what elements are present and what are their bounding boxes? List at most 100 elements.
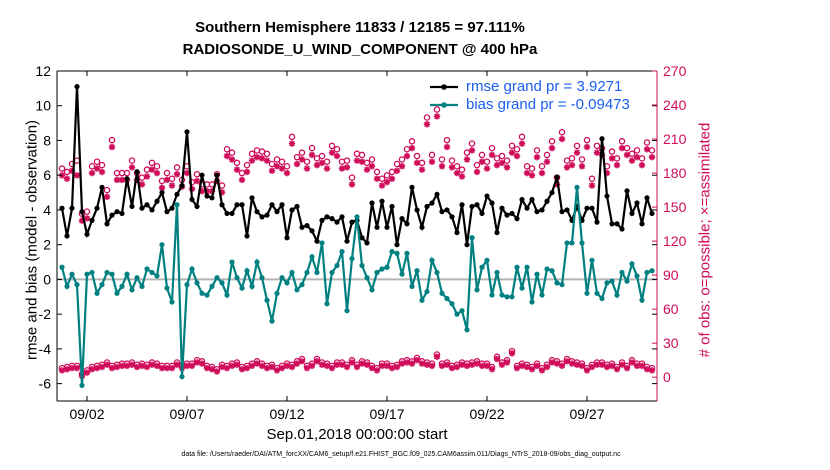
obs-assimilated-marker bbox=[83, 369, 91, 376]
bias-point bbox=[624, 278, 630, 284]
obs-assimilated-marker bbox=[588, 363, 596, 371]
obs-assimilated-marker bbox=[333, 152, 341, 160]
obs-assimilated-marker bbox=[438, 163, 446, 170]
obs-assimilated-marker bbox=[503, 359, 511, 366]
obs-assimilated-marker bbox=[233, 166, 241, 173]
rmse-point bbox=[349, 219, 355, 225]
obs-assimilated-marker bbox=[98, 168, 106, 176]
bias-point bbox=[189, 266, 195, 272]
bias-point bbox=[544, 266, 550, 272]
rmse-point bbox=[549, 189, 555, 196]
bias-point bbox=[554, 280, 560, 286]
obs-possible-marker bbox=[463, 149, 471, 156]
rmse-point bbox=[114, 209, 120, 215]
bias-point bbox=[559, 282, 565, 288]
obs-possible-marker bbox=[223, 145, 231, 153]
obs-assimilated-marker bbox=[203, 364, 211, 372]
obs-assimilated-marker bbox=[623, 151, 631, 159]
obs-assimilated-marker bbox=[258, 362, 266, 370]
obs-possible-marker bbox=[548, 138, 556, 145]
rmse-point bbox=[469, 203, 475, 210]
obs-possible-marker bbox=[268, 160, 276, 168]
bias-point bbox=[84, 271, 90, 277]
obs-assimilated-marker bbox=[633, 153, 641, 161]
obs-possible-marker bbox=[158, 177, 166, 185]
obs-possible-marker bbox=[83, 208, 91, 215]
rmse-point bbox=[324, 214, 330, 220]
bias-point bbox=[284, 280, 290, 286]
bias-point bbox=[494, 269, 500, 276]
obs-possible-marker bbox=[493, 155, 501, 162]
obs-assimilated-marker bbox=[138, 181, 146, 188]
obs-assimilated-marker bbox=[158, 364, 166, 372]
bias-point bbox=[124, 271, 130, 277]
bias-point bbox=[454, 311, 460, 317]
bias-point bbox=[134, 275, 140, 281]
bias-point bbox=[389, 249, 395, 255]
obs-assimilated-marker bbox=[343, 164, 351, 171]
obs-assimilated-marker bbox=[598, 361, 606, 368]
obs-assimilated-marker bbox=[228, 362, 236, 370]
bias-point bbox=[59, 264, 65, 270]
obs-assimilated-marker bbox=[223, 152, 231, 160]
obs-assimilated-marker bbox=[648, 153, 656, 161]
bias-point bbox=[204, 292, 210, 298]
obs-possible-marker bbox=[123, 169, 131, 177]
bias-point bbox=[234, 275, 240, 281]
obs-assimilated-marker bbox=[228, 156, 236, 163]
obs-assimilated-marker bbox=[513, 152, 521, 160]
obs-assimilated-marker bbox=[353, 157, 361, 164]
bias-point bbox=[89, 269, 95, 276]
obs-possible-marker bbox=[293, 153, 301, 161]
rmse-point bbox=[414, 207, 420, 213]
obs-possible-marker bbox=[423, 114, 431, 121]
obs-possible-marker bbox=[63, 168, 71, 176]
rmse-point bbox=[614, 221, 620, 227]
obs-possible-marker bbox=[163, 169, 171, 177]
rmse-point bbox=[604, 193, 610, 199]
y2-tick-label: 270 bbox=[663, 63, 687, 79]
obs-assimilated-marker bbox=[193, 177, 201, 185]
obs-assimilated-marker bbox=[93, 165, 101, 172]
obs-assimilated-marker bbox=[143, 173, 151, 180]
obs-assimilated-marker bbox=[638, 362, 646, 370]
rmse-point bbox=[264, 212, 270, 218]
bias-point bbox=[549, 268, 555, 274]
obs-possible-marker bbox=[173, 164, 181, 171]
bias-point bbox=[444, 295, 450, 302]
obs-possible-marker bbox=[528, 165, 536, 172]
obs-assimilated-marker bbox=[268, 167, 276, 174]
rmse-point bbox=[434, 191, 440, 197]
obs-assimilated-marker bbox=[133, 363, 141, 371]
chart-subtitle: RADIOSONDE_U_WIND_COMPONENT @ 400 hPa bbox=[182, 41, 538, 58]
obs-possible-marker bbox=[373, 168, 381, 176]
obs-possible-marker bbox=[518, 133, 526, 141]
obs-possible-marker bbox=[538, 163, 546, 170]
bias-point bbox=[264, 297, 270, 303]
obs-assimilated-marker bbox=[153, 362, 161, 370]
obs-possible-marker bbox=[488, 144, 496, 152]
rmse-point bbox=[649, 210, 655, 217]
obs-assimilated-marker bbox=[438, 362, 446, 370]
bias-point bbox=[334, 262, 340, 269]
obs-possible-marker bbox=[468, 140, 476, 147]
obs-assimilated-marker bbox=[318, 361, 326, 368]
bias-point bbox=[224, 292, 230, 298]
obs-assimilated-marker bbox=[128, 164, 136, 171]
rmse-point bbox=[199, 172, 205, 178]
bias-point bbox=[104, 269, 110, 276]
obs-assimilated-marker bbox=[368, 163, 376, 170]
bias-point bbox=[639, 297, 645, 303]
obs-assimilated-marker bbox=[278, 165, 286, 172]
obs-assimilated-marker bbox=[323, 165, 331, 172]
bias-point bbox=[159, 242, 165, 248]
bias-point bbox=[374, 269, 380, 276]
obs-assimilated-marker bbox=[308, 362, 316, 370]
rmse-point bbox=[144, 202, 150, 208]
obs-assimilated-marker bbox=[303, 364, 311, 372]
obs-possible-marker bbox=[138, 174, 146, 181]
rmse-point bbox=[299, 224, 305, 230]
obs-assimilated-marker bbox=[418, 360, 426, 367]
rmse-point bbox=[169, 205, 175, 211]
rmse-point bbox=[359, 235, 365, 241]
